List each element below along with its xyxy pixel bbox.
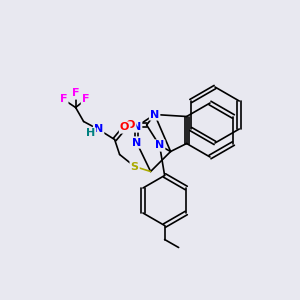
- Text: F: F: [82, 94, 89, 104]
- Text: O: O: [126, 120, 135, 130]
- Text: N: N: [150, 110, 159, 119]
- Text: H: H: [86, 128, 95, 139]
- Text: N: N: [155, 140, 164, 151]
- Text: N: N: [94, 124, 103, 134]
- Text: N: N: [132, 122, 141, 131]
- Text: F: F: [60, 94, 68, 104]
- Text: N: N: [132, 137, 141, 148]
- Text: O: O: [120, 122, 129, 133]
- Text: F: F: [72, 88, 80, 98]
- Text: S: S: [130, 161, 139, 172]
